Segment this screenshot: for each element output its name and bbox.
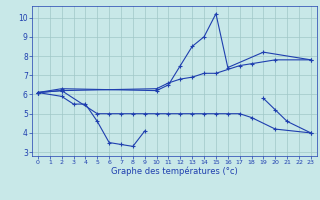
X-axis label: Graphe des températures (°c): Graphe des températures (°c) [111,167,238,176]
